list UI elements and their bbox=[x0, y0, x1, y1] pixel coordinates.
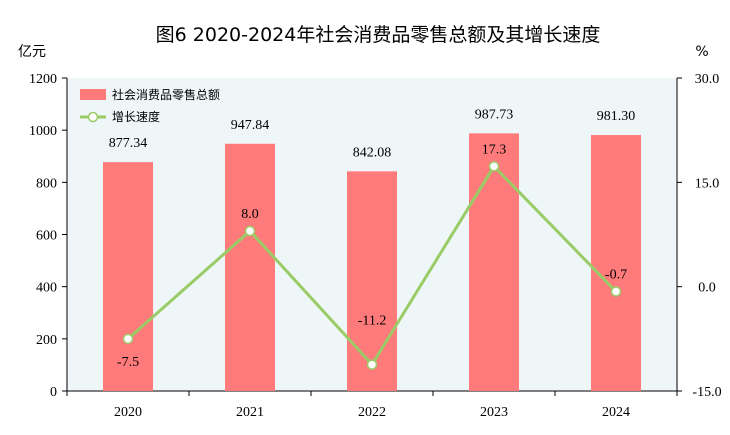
bar bbox=[225, 143, 275, 391]
growth-value-label: 8.0 bbox=[241, 207, 259, 222]
left-tick-label: 400 bbox=[36, 281, 57, 296]
growth-value-label: -7.5 bbox=[117, 355, 139, 370]
left-tick-label: 800 bbox=[36, 176, 57, 191]
growth-point bbox=[488, 161, 500, 172]
bar bbox=[469, 133, 519, 391]
bar bbox=[591, 135, 641, 391]
left-axis-unit: 亿元 bbox=[18, 44, 46, 60]
left-axis-ticks: 0 200 400 600 800 1000 1200 bbox=[29, 72, 67, 400]
legend-line-marker bbox=[87, 111, 99, 123]
bar-value-label: 947.84 bbox=[231, 118, 270, 133]
x-tick-label: 2021 bbox=[236, 405, 264, 420]
x-tick-label: 2024 bbox=[602, 405, 630, 420]
growth-value-labels: -7.5 8.0 -11.2 17.3 -0.7 bbox=[117, 142, 627, 369]
growth-point bbox=[244, 225, 256, 237]
growth-point bbox=[122, 333, 134, 345]
right-tick-label: 15.0 bbox=[695, 176, 720, 191]
right-tick-label: 30.0 bbox=[695, 72, 720, 87]
right-tick-label: -15.0 bbox=[692, 385, 721, 400]
left-tick-label: 200 bbox=[36, 333, 57, 348]
bar-value-label: 981.30 bbox=[597, 109, 636, 124]
bar bbox=[347, 171, 397, 391]
left-tick-label: 1200 bbox=[29, 72, 57, 87]
growth-point bbox=[366, 359, 378, 370]
legend-line-label: 增长速度 bbox=[112, 109, 160, 124]
legend-bar-swatch bbox=[80, 89, 106, 100]
bar-value-label: 877.34 bbox=[109, 136, 148, 151]
x-tick-label: 2022 bbox=[358, 405, 386, 420]
growth-line-series bbox=[122, 161, 622, 370]
bar-value-label: 842.08 bbox=[353, 145, 392, 160]
x-tick-label: 2023 bbox=[480, 405, 508, 420]
legend-bar-label: 社会消费品零售总额 bbox=[112, 87, 220, 102]
x-tick-label: 2020 bbox=[114, 405, 142, 420]
growth-value-label: 17.3 bbox=[482, 142, 507, 157]
legend: 社会消费品零售总额 增长速度 bbox=[80, 87, 220, 124]
left-tick-label: 1000 bbox=[29, 124, 57, 139]
chart-title: 图6 2020-2024年社会消费品零售总额及其增长速度 bbox=[156, 24, 601, 46]
growth-value-label: -0.7 bbox=[605, 268, 627, 283]
right-tick-label: 0.0 bbox=[698, 281, 716, 296]
growth-value-label: -11.2 bbox=[358, 314, 387, 329]
bar bbox=[103, 162, 153, 391]
left-tick-label: 0 bbox=[50, 385, 57, 400]
right-axis-ticks: -15.0 0.0 15.0 30.0 bbox=[677, 72, 722, 400]
x-axis-ticks: 2020 2021 2022 2023 2024 bbox=[66, 391, 678, 420]
bar-series bbox=[103, 133, 641, 391]
bar-value-labels: 877.34 947.84 842.08 987.73 981.30 bbox=[109, 107, 636, 160]
bar-value-label: 987.73 bbox=[475, 107, 514, 122]
left-tick-label: 600 bbox=[36, 229, 57, 244]
right-axis-unit: % bbox=[695, 44, 708, 60]
growth-point bbox=[610, 286, 622, 297]
